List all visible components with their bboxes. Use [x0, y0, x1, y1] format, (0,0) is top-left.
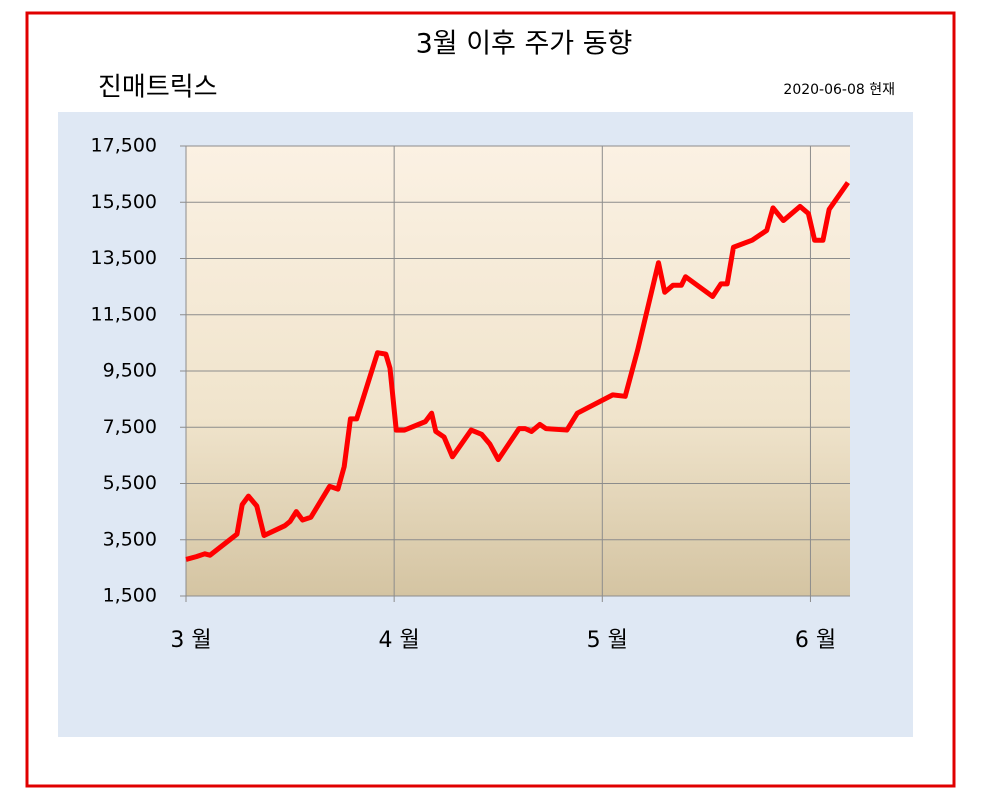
y-tick-label: 9,500: [103, 360, 157, 382]
y-tick-label: 5,500: [103, 472, 157, 494]
price-line: [185, 181, 850, 562]
y-tick-label: 17,500: [91, 135, 157, 157]
x-tick-label: 5 월: [587, 628, 628, 653]
chart-title: 3월 이후 주가 동향: [416, 29, 633, 60]
x-tick-label: 4 월: [379, 628, 420, 653]
y-tick-label: 11,500: [91, 303, 157, 325]
x-tick-label: 3 월: [170, 628, 211, 653]
y-tick-label: 7,500: [103, 416, 157, 438]
subtitle: 진매트릭스: [98, 73, 218, 103]
annotation: 2020-06-08 현재: [783, 82, 895, 98]
y-tick-label: 1,500: [103, 585, 157, 607]
y-tick-label: 13,500: [91, 247, 157, 269]
y-tick-label: 3,500: [103, 528, 157, 550]
x-tick-label: 6 월: [795, 628, 836, 653]
y-tick-label: 15,500: [91, 191, 157, 213]
